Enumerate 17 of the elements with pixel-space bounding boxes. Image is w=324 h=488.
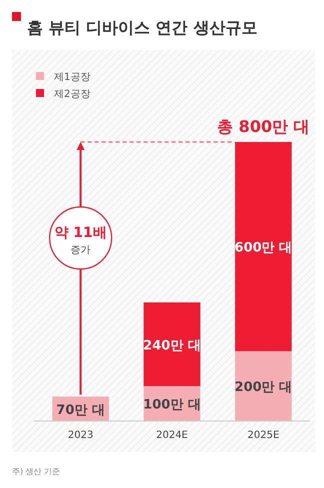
x-tick-label: 2025E [248, 430, 280, 441]
bar [144, 302, 200, 386]
annotation: 약 11배 증가 [54, 225, 107, 256]
legend-label: 제1공장 [54, 72, 90, 83]
x-tick-label: 2024E [156, 430, 188, 441]
data-label: 70만 대 [56, 402, 105, 418]
x-tick-label: 2023 [68, 430, 94, 441]
data-label: 100만 대 [143, 398, 201, 413]
bar [235, 142, 292, 352]
bar [235, 351, 292, 421]
text: 주) 생산 기준 [12, 467, 60, 476]
annotation: 총 800만 대 [217, 117, 310, 136]
data-label: 240만 대 [143, 338, 201, 354]
legend-label: 제2공장 [54, 89, 90, 100]
data-label: 600만 대 [234, 240, 292, 256]
data-label: 200만 대 [234, 380, 292, 396]
chart-title: 홈 뷰티 디바이스 연간 생산규모 [27, 18, 258, 37]
